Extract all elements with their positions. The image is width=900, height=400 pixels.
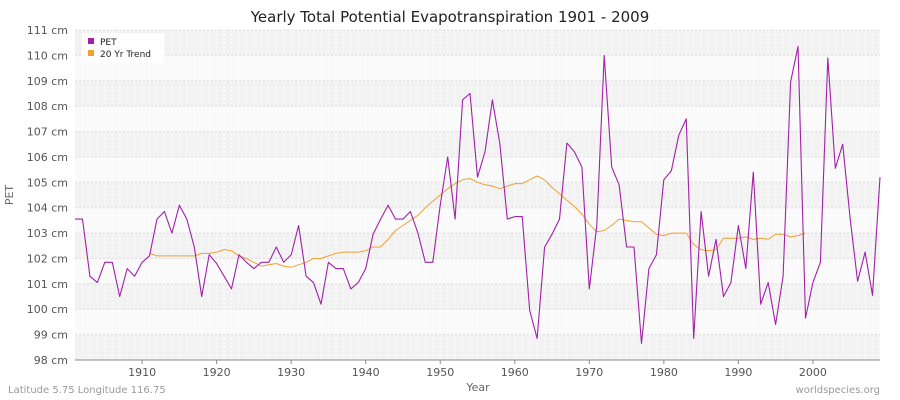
y-tick-label: 105 cm	[27, 176, 68, 189]
legend-swatch-trend	[88, 50, 94, 56]
y-tick-label: 99 cm	[34, 329, 68, 342]
legend-swatch-pet	[88, 38, 94, 44]
y-tick-label: 104 cm	[27, 202, 68, 215]
legend-box	[82, 33, 164, 63]
y-tick-label: 110 cm	[27, 49, 68, 62]
series-lines	[75, 45, 881, 345]
x-tick-label: 1960	[501, 366, 529, 379]
y-tick-label: 106 cm	[27, 151, 68, 164]
x-tick-label: 1910	[128, 366, 156, 379]
x-axis-title: Year	[465, 381, 490, 394]
y-tick-label: 103 cm	[27, 227, 68, 240]
x-tick-label: 2000	[799, 366, 827, 379]
footer-source: worldspecies.org	[796, 385, 880, 396]
x-tick-label: 1970	[575, 366, 603, 379]
y-axis-title: PET	[3, 185, 16, 206]
x-tick-label: 1920	[203, 366, 231, 379]
series-line-pet	[75, 45, 881, 345]
y-ticks: 98 cm 99 cm 100 cm 101 cm 102 cm 103 cm 104 cm…	[27, 24, 68, 367]
y-tick-label: 107 cm	[27, 126, 68, 139]
x-tick-label: 1990	[724, 366, 752, 379]
footer-coordinates: Latitude 5.75 Longitude 116.75	[8, 385, 166, 396]
vertical-grid	[81, 30, 881, 360]
x-tick-label: 1980	[650, 366, 678, 379]
legend-label-trend: 20 Yr Trend	[100, 50, 151, 60]
y-tick-label: 102 cm	[27, 252, 68, 265]
plot-band	[75, 283, 880, 310]
x-tick-label: 1950	[426, 366, 454, 379]
y-tick-label: 101 cm	[27, 278, 68, 291]
legend-label-pet: PET	[100, 38, 117, 48]
x-ticks: 1910 1920 1930 1940 1950 1960 1970 1980 1990 2000	[128, 360, 827, 379]
y-tick-label: 98 cm	[34, 354, 68, 367]
chart-title: Yearly Total Potential Evapotranspiratio…	[250, 8, 650, 26]
y-tick-label: 109 cm	[27, 75, 68, 88]
y-tick-label: 111 cm	[27, 24, 68, 37]
y-tick-label: 100 cm	[27, 303, 68, 316]
legend: PET 20 Yr Trend	[82, 33, 164, 63]
x-tick-label: 1940	[352, 366, 380, 379]
x-tick-label: 1930	[277, 366, 305, 379]
y-tick-label: 108 cm	[27, 100, 68, 113]
plot-band	[75, 80, 880, 107]
